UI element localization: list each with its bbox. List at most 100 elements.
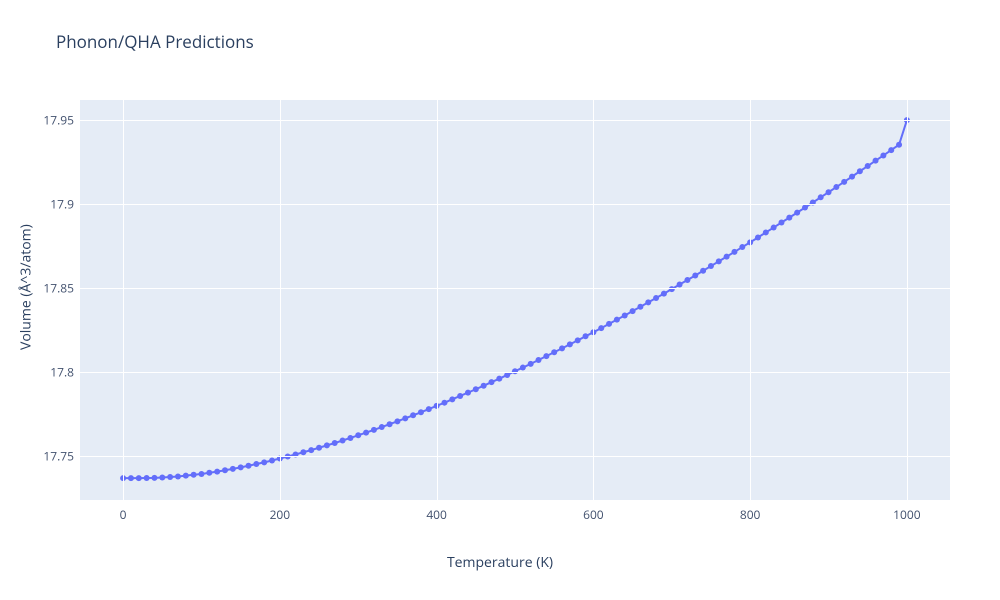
data-point[interactable] — [167, 474, 173, 480]
data-point[interactable] — [708, 263, 714, 269]
data-point[interactable] — [457, 393, 463, 399]
data-point[interactable] — [481, 383, 487, 389]
data-point[interactable] — [873, 158, 879, 164]
plot-area[interactable] — [80, 100, 950, 500]
data-point[interactable] — [426, 406, 432, 412]
data-point[interactable] — [724, 254, 730, 260]
data-point[interactable] — [739, 244, 745, 250]
data-point[interactable] — [755, 234, 761, 240]
data-point[interactable] — [261, 459, 267, 465]
data-point[interactable] — [402, 415, 408, 421]
data-point[interactable] — [238, 464, 244, 470]
data-point[interactable] — [144, 475, 150, 481]
data-point[interactable] — [214, 469, 220, 475]
data-point[interactable] — [206, 470, 212, 476]
data-point[interactable] — [849, 174, 855, 180]
data-point[interactable] — [222, 467, 228, 473]
data-point[interactable] — [880, 152, 886, 158]
data-point[interactable] — [198, 471, 204, 477]
data-point[interactable] — [441, 400, 447, 406]
data-point[interactable] — [488, 379, 494, 385]
data-point[interactable] — [598, 325, 604, 331]
data-point[interactable] — [684, 277, 690, 283]
gridline-vertical — [593, 100, 594, 500]
data-point[interactable] — [653, 295, 659, 301]
data-point[interactable] — [731, 249, 737, 255]
data-point[interactable] — [175, 473, 181, 479]
data-point[interactable] — [771, 225, 777, 231]
data-point[interactable] — [606, 321, 612, 327]
data-point[interactable] — [371, 427, 377, 433]
data-line — [123, 120, 907, 478]
gridline-horizontal — [80, 288, 950, 289]
data-point[interactable] — [136, 475, 142, 481]
data-point[interactable] — [253, 461, 259, 467]
data-point[interactable] — [355, 432, 361, 438]
data-point[interactable] — [536, 357, 542, 363]
data-point[interactable] — [496, 376, 502, 382]
chart-container: Phonon/QHA Predictions Temperature (K) V… — [0, 0, 1000, 600]
data-point[interactable] — [763, 229, 769, 235]
data-point[interactable] — [818, 194, 824, 200]
data-point[interactable] — [512, 368, 518, 374]
x-tick-label: 200 — [270, 506, 291, 523]
data-point[interactable] — [183, 473, 189, 479]
data-point[interactable] — [716, 258, 722, 264]
data-point[interactable] — [896, 142, 902, 148]
gridline-horizontal — [80, 372, 950, 373]
data-point[interactable] — [857, 168, 863, 174]
x-axis-label: Temperature (K) — [447, 553, 553, 572]
data-point[interactable] — [246, 463, 252, 469]
data-point[interactable] — [677, 282, 683, 288]
data-point[interactable] — [826, 189, 832, 195]
data-point[interactable] — [888, 147, 894, 153]
data-point[interactable] — [692, 272, 698, 278]
data-point[interactable] — [575, 337, 581, 343]
data-point[interactable] — [363, 430, 369, 436]
data-point[interactable] — [151, 475, 157, 481]
data-point[interactable] — [841, 179, 847, 185]
data-point[interactable] — [308, 447, 314, 453]
data-point[interactable] — [700, 268, 706, 274]
data-point[interactable] — [802, 205, 808, 211]
data-point[interactable] — [833, 184, 839, 190]
data-point[interactable] — [269, 458, 275, 464]
data-point[interactable] — [630, 308, 636, 314]
data-point[interactable] — [324, 442, 330, 448]
data-point[interactable] — [583, 333, 589, 339]
x-tick-label: 0 — [120, 506, 127, 523]
data-point[interactable] — [347, 435, 353, 441]
data-point[interactable] — [567, 341, 573, 347]
data-point[interactable] — [543, 353, 549, 359]
data-point[interactable] — [316, 445, 322, 451]
data-point[interactable] — [394, 418, 400, 424]
data-point[interactable] — [332, 440, 338, 446]
data-point[interactable] — [520, 365, 526, 371]
data-point[interactable] — [379, 424, 385, 430]
data-point[interactable] — [387, 421, 393, 427]
gridline-horizontal — [80, 204, 950, 205]
data-point[interactable] — [340, 438, 346, 444]
data-point[interactable] — [528, 361, 534, 367]
data-point[interactable] — [418, 409, 424, 415]
data-point[interactable] — [473, 386, 479, 392]
data-point[interactable] — [191, 472, 197, 478]
data-point[interactable] — [661, 291, 667, 297]
data-point[interactable] — [230, 466, 236, 472]
data-point[interactable] — [465, 390, 471, 396]
data-point[interactable] — [128, 475, 134, 481]
data-point[interactable] — [559, 345, 565, 351]
data-point[interactable] — [159, 474, 165, 480]
data-point[interactable] — [614, 317, 620, 323]
data-point[interactable] — [300, 449, 306, 455]
data-point[interactable] — [778, 220, 784, 226]
data-point[interactable] — [449, 396, 455, 402]
data-point[interactable] — [786, 215, 792, 221]
data-point[interactable] — [410, 412, 416, 418]
data-point[interactable] — [865, 163, 871, 169]
data-point[interactable] — [551, 349, 557, 355]
data-point[interactable] — [794, 210, 800, 216]
data-point[interactable] — [645, 299, 651, 305]
data-point[interactable] — [622, 312, 628, 318]
data-point[interactable] — [637, 304, 643, 310]
